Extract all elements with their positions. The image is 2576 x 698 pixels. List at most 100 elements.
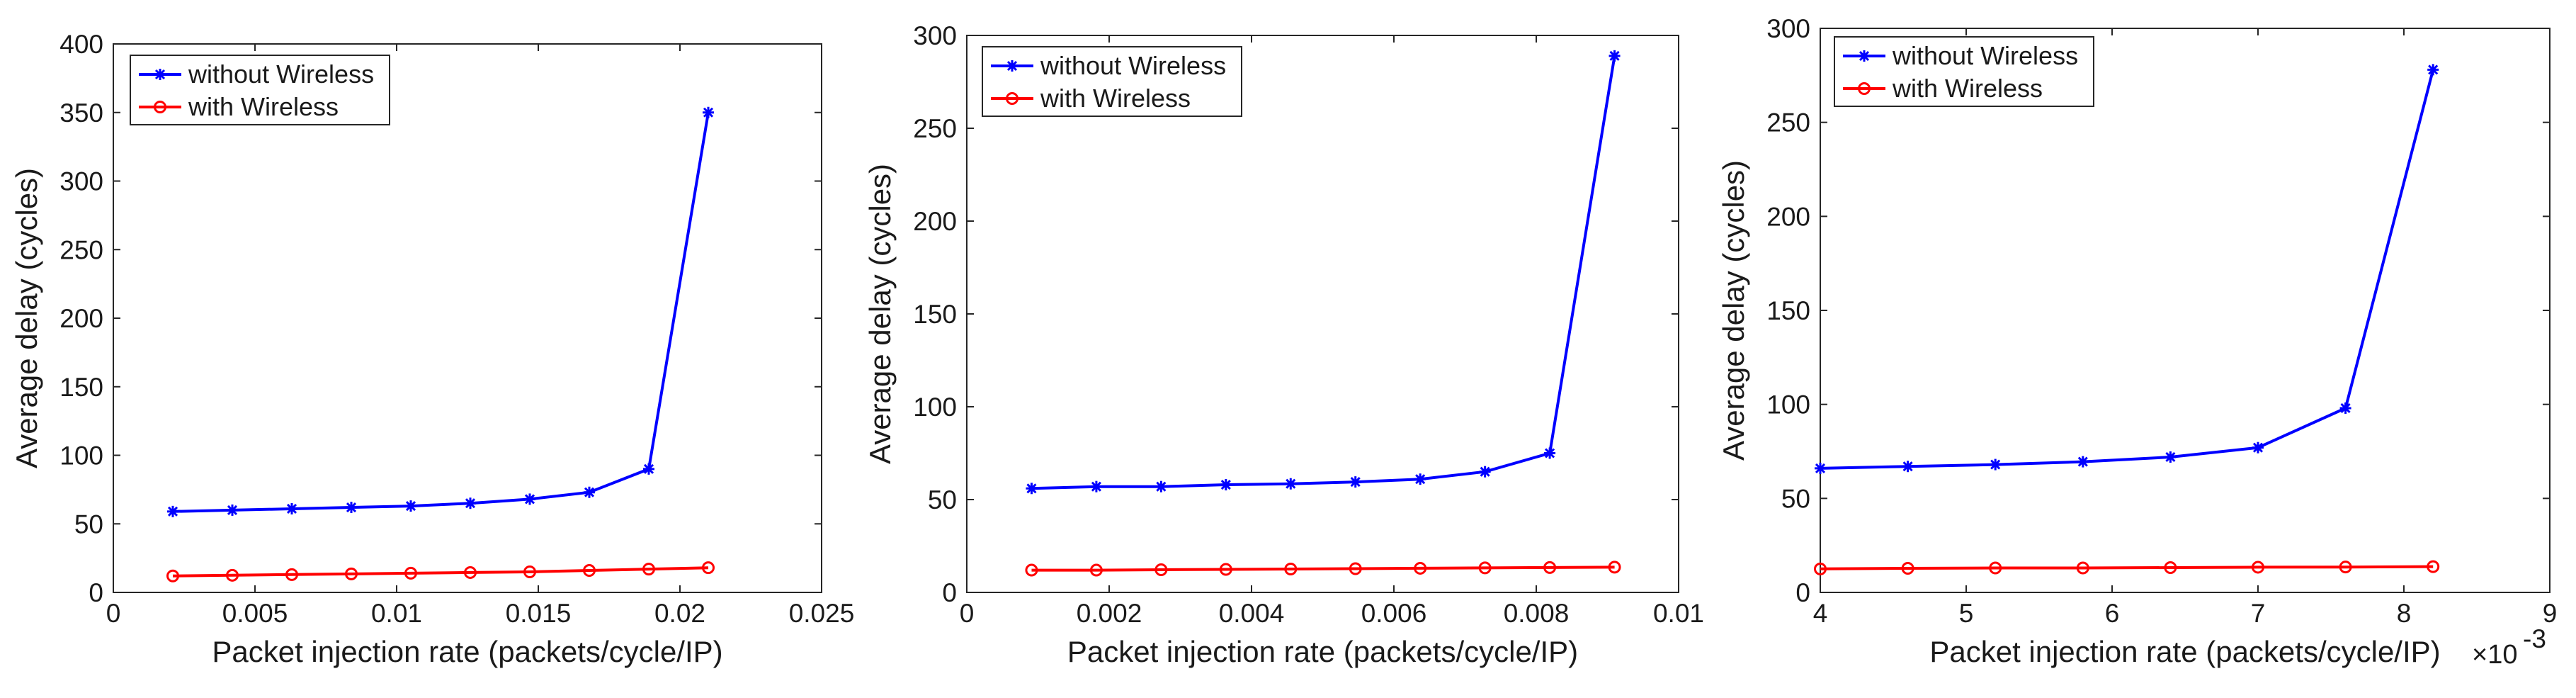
data-point	[702, 561, 715, 575]
y-tick-label: 100	[913, 393, 957, 422]
marker-stroke	[2340, 403, 2351, 414]
y-tick-label: 300	[1766, 14, 1810, 43]
x-axis-label: Packet injection rate (packets/cycle/IP)	[212, 635, 722, 668]
y-tick-label: 350	[59, 98, 103, 128]
data-point	[2427, 64, 2439, 76]
x-axis-exponent: ×10	[2472, 640, 2517, 670]
data-point	[1090, 480, 1102, 492]
data-point	[1284, 562, 1298, 575]
data-point	[464, 565, 477, 579]
legend-label: without Wireless	[1892, 41, 2078, 70]
x-tick-label: 4	[1813, 599, 1828, 628]
y-tick-label: 0	[942, 578, 957, 607]
data-point	[1544, 447, 1556, 459]
data-point	[1349, 476, 1361, 488]
marker-stroke	[1286, 478, 1296, 489]
legend-box	[130, 55, 390, 125]
data-point	[584, 486, 595, 498]
y-tick-label: 200	[59, 304, 103, 333]
marker-stroke	[286, 503, 297, 514]
y-tick-label: 50	[928, 485, 957, 514]
legend-box	[1834, 36, 2094, 107]
legend-entry-1: without Wireless	[1843, 41, 2078, 70]
marker-stroke	[1091, 481, 1101, 492]
legend-marker	[154, 101, 166, 113]
data-point	[167, 505, 178, 517]
y-tick-label: 150	[1766, 296, 1810, 325]
legend-box	[982, 46, 1242, 117]
marker-stroke	[2428, 64, 2439, 75]
marker-stroke	[2165, 451, 2176, 463]
data-point	[2252, 561, 2264, 574]
legend-entry-2: with Wireless	[991, 84, 1191, 113]
legend-label: with Wireless	[188, 92, 339, 121]
series-line-2	[1031, 565, 1615, 572]
y-tick-label: 100	[1766, 390, 1810, 420]
x-tick-label: 7	[2251, 599, 2266, 628]
y-tick-label: 250	[913, 114, 957, 143]
data-point	[405, 500, 416, 512]
series-line-2	[172, 566, 709, 578]
legend-entry-1: without Wireless	[139, 60, 374, 89]
series-line-1	[1031, 55, 1616, 490]
data-point	[1414, 561, 1427, 575]
chart-panel-2: 0 0.002 0.004 0.006 0.008 0.01 0 50 100 150 200 250…	[863, 21, 1704, 668]
legend-marker	[1006, 92, 1019, 105]
data-point	[1025, 563, 1038, 577]
marker-stroke	[1902, 461, 1913, 472]
legend-marker	[1006, 60, 1018, 72]
legend-label: without Wireless	[188, 60, 374, 89]
marker-stroke	[2252, 442, 2264, 453]
y-axis-label: Average delay (cycles)	[863, 164, 897, 464]
y-tick-label: 300	[913, 21, 957, 50]
data-point	[703, 106, 714, 118]
data-point	[1349, 562, 1362, 575]
data-point	[2427, 560, 2440, 573]
data-point	[2076, 561, 2089, 575]
legend-entry-1: without Wireless	[991, 51, 1226, 80]
marker-stroke	[227, 505, 238, 515]
data-point	[643, 463, 654, 475]
legend-entry-2: with Wireless	[139, 92, 339, 121]
marker-stroke	[1415, 474, 1426, 485]
data-point	[1478, 561, 1492, 575]
marker-stroke	[1609, 50, 1620, 61]
data-point	[1414, 473, 1426, 485]
x-tick-label: 0.004	[1219, 599, 1285, 628]
series-line-1	[172, 112, 710, 513]
plot-area	[1820, 28, 2551, 593]
data-point	[286, 502, 297, 514]
series-line-2	[1820, 565, 2434, 570]
x-tick-label: 5	[1959, 599, 1974, 628]
marker-stroke	[1545, 448, 1555, 458]
series-line-1	[1820, 69, 2435, 470]
data-point	[1901, 562, 1914, 575]
marker-stroke	[1480, 466, 1490, 477]
legend-entry-2: with Wireless	[1843, 74, 2043, 103]
data-point	[1989, 561, 2002, 575]
data-point	[1154, 563, 1168, 577]
legend-marker	[1858, 82, 1871, 95]
chart-panel-1: 0 0.005 0.01 0.015 0.02 0.025 0 50 100 150 200 250 3…	[10, 30, 854, 668]
data-point	[524, 493, 535, 505]
x-tick-label: 8	[2397, 599, 2412, 628]
marker-stroke	[584, 487, 595, 497]
y-axis-label: Average delay (cycles)	[1717, 160, 1750, 461]
y-tick-label: 400	[59, 30, 103, 59]
y-tick-label: 0	[89, 578, 103, 607]
data-point	[1814, 562, 1827, 575]
data-point	[1285, 478, 1297, 490]
marker-stroke	[1220, 479, 1231, 490]
y-tick-label: 250	[59, 235, 103, 264]
data-point	[227, 504, 238, 516]
data-point	[346, 502, 357, 514]
marker-stroke	[1350, 477, 1361, 488]
x-tick-label: 0.01	[1653, 599, 1704, 628]
data-point	[2077, 456, 2089, 468]
data-point	[1219, 563, 1232, 576]
marker-stroke	[465, 498, 476, 509]
data-point	[2339, 561, 2352, 574]
marker-stroke	[405, 501, 416, 512]
marker-stroke	[703, 107, 714, 118]
